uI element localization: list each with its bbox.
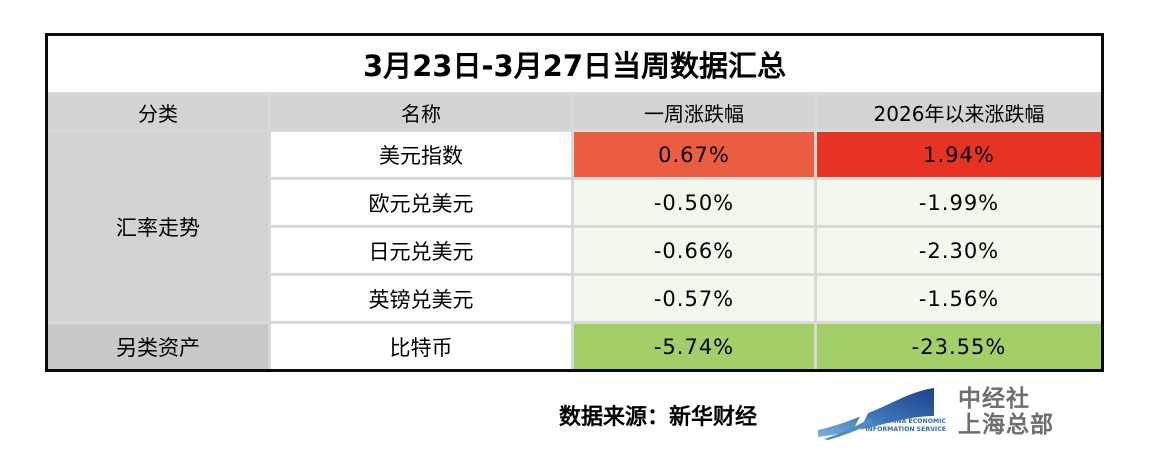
- category-cell-fx: 汇率走势: [48, 132, 268, 321]
- logo-cn-line2: 上海总部: [958, 412, 1054, 438]
- name-cell: 欧元兑美元: [271, 180, 571, 225]
- column-header-week-change: 一周涨跌幅: [574, 95, 814, 129]
- logo-en-line1: CHINA ECONOMIC: [884, 418, 946, 425]
- logo-chinese-name: 中经社 上海总部: [958, 386, 1054, 438]
- category-cell-alternative-assets: 另类资产: [48, 324, 268, 369]
- weekly-data-table: 3月23日-3月27日当周数据汇总 分类 名称 一周涨跌幅 2026年以来涨跌幅…: [45, 33, 1104, 372]
- logo-swoosh-icon: CHINA ECONOMIC INFORMATION SERVICE: [818, 388, 946, 440]
- table-title: 3月23日-3月27日当周数据汇总: [48, 36, 1101, 92]
- week-change-cell: -5.74%: [574, 324, 814, 369]
- column-header-name: 名称: [271, 95, 571, 129]
- ytd-change-cell: -23.55%: [817, 324, 1101, 369]
- column-header-category: 分类: [48, 95, 268, 129]
- week-change-cell: 0.67%: [574, 132, 814, 177]
- logo-en-line2: INFORMATION SERVICE: [865, 426, 946, 433]
- name-cell: 英镑兑美元: [271, 276, 571, 321]
- week-change-cell: -0.66%: [574, 228, 814, 273]
- data-source-label: 数据来源：新华财经: [559, 405, 758, 430]
- ytd-change-cell: -1.56%: [817, 276, 1101, 321]
- ytd-change-cell: 1.94%: [817, 132, 1101, 177]
- name-cell: 美元指数: [271, 132, 571, 177]
- name-cell: 比特币: [271, 324, 571, 369]
- logo-cn-line1: 中经社: [958, 386, 1030, 412]
- week-change-cell: -0.50%: [574, 180, 814, 225]
- cei-service-logo: CHINA ECONOMIC INFORMATION SERVICE 中经社 上…: [818, 386, 1054, 440]
- column-header-ytd-change: 2026年以来涨跌幅: [817, 95, 1101, 129]
- name-cell: 日元兑美元: [271, 228, 571, 273]
- ytd-change-cell: -2.30%: [817, 228, 1101, 273]
- ytd-change-cell: -1.99%: [817, 180, 1101, 225]
- week-change-cell: -0.57%: [574, 276, 814, 321]
